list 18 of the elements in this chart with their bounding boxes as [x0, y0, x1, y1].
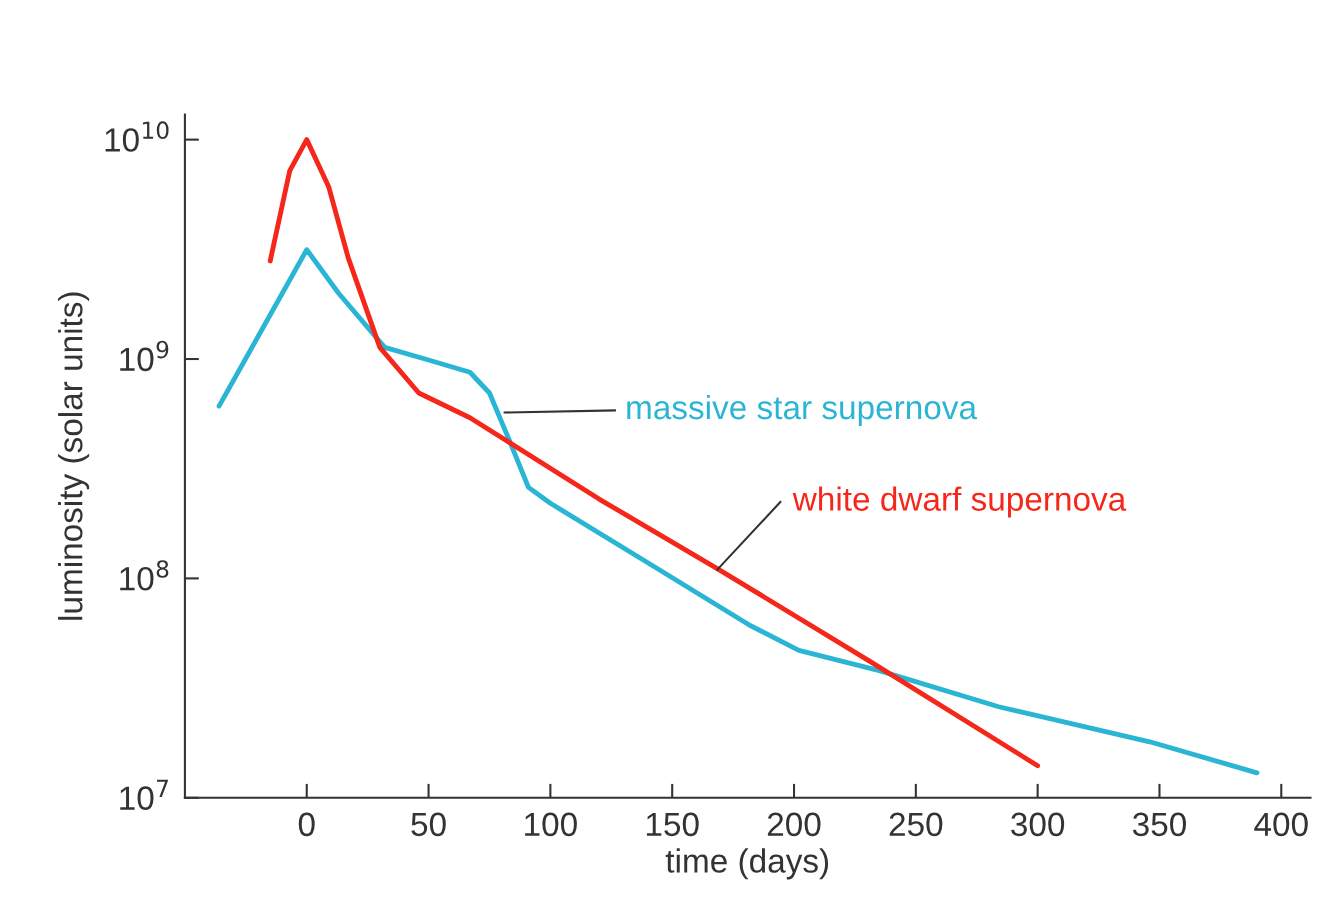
x-tick-label: 100	[525, 812, 577, 837]
x-tick-label: 350	[1132, 812, 1186, 837]
x-tick-label: 0	[298, 812, 315, 837]
x-tick-label: 150	[646, 812, 699, 837]
x-tick-label: 300	[1011, 812, 1065, 837]
y-tick-label: 10$^{7}$	[120, 779, 168, 810]
x-tick-label: 200	[767, 812, 821, 837]
x-tick-label: 50	[411, 812, 446, 837]
x-tick-label: 250	[889, 812, 943, 837]
x-axis-title: time (days)	[665, 848, 829, 880]
x-tick-label: 400	[1254, 812, 1308, 837]
text: massive star supernova	[627, 394, 978, 426]
y-tick-label: 10$^{9}$	[120, 340, 169, 372]
y-tick-label: 10$^{10}$	[105, 121, 169, 152]
line-series	[216, 247, 1260, 776]
y-axis-title: luminosity (solar units)	[58, 292, 90, 620]
text: white dwarf supernova	[792, 486, 1127, 518]
y-tick-label: 10$^{8}$	[120, 560, 169, 591]
